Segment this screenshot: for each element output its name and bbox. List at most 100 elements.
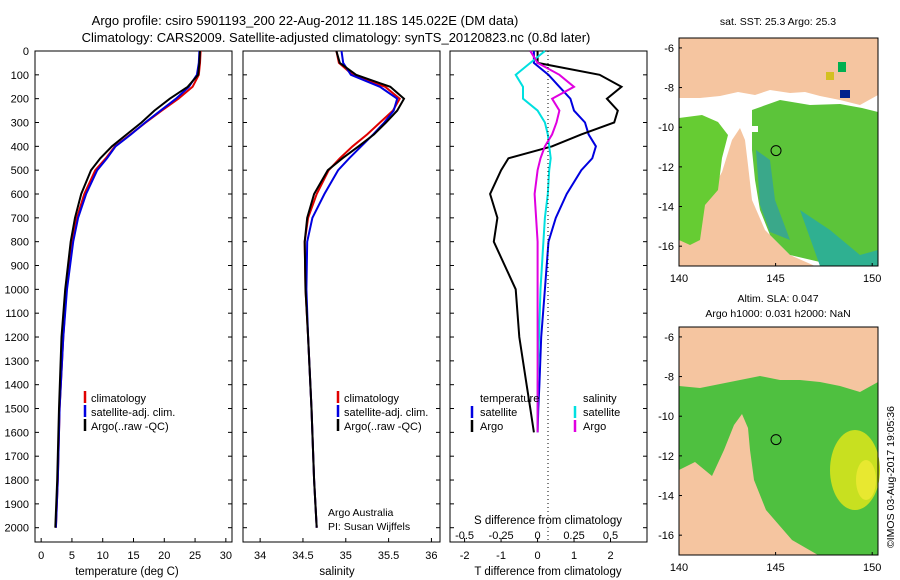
pressure-tick-label: 1700 bbox=[5, 451, 29, 463]
s-tick-label: -0.5 bbox=[455, 530, 474, 542]
x-tick-label: 35 bbox=[340, 550, 352, 562]
lon-tick-label: 145 bbox=[766, 273, 784, 285]
s-tick-label: -0.25 bbox=[489, 530, 514, 542]
lat-tick-label: -12 bbox=[658, 451, 674, 463]
pressure-tick-label: 800 bbox=[11, 237, 29, 249]
lon-tick-label: 140 bbox=[670, 273, 688, 285]
x-tick-label: 35.5 bbox=[378, 550, 399, 562]
lat-tick-label: -10 bbox=[658, 411, 674, 423]
panel-tick-marks bbox=[35, 50, 647, 529]
lat-tick-label: -10 bbox=[658, 122, 674, 134]
sst-land-australia bbox=[679, 128, 815, 266]
series-line-climatology bbox=[54, 50, 202, 528]
pressure-tick-label: 200 bbox=[11, 94, 29, 106]
pressure-tick-label: 1400 bbox=[5, 380, 29, 392]
legend-label-t-satellite: satellite bbox=[480, 407, 517, 419]
salinity-tick-labels: 34 34.5 35 35.5 36 bbox=[254, 538, 438, 562]
x-tick-label: 5 bbox=[69, 550, 75, 562]
pi-label: PI: Susan Wijffels bbox=[328, 521, 410, 533]
x-tick-label: 20 bbox=[158, 550, 170, 562]
argo-position-marker bbox=[770, 145, 782, 157]
sst-map-lon-ticks: 140 145 150 bbox=[670, 263, 881, 285]
sst-map bbox=[678, 37, 879, 267]
lat-tick-label: -16 bbox=[658, 241, 674, 253]
series-line-temperature-argo bbox=[489, 51, 624, 433]
pressure-tick-label: 1900 bbox=[5, 499, 29, 511]
x-tick-label: -1 bbox=[496, 550, 506, 562]
x-tick-label: 1 bbox=[571, 550, 577, 562]
x-tick-label: 15 bbox=[127, 550, 139, 562]
s-difference-axis-label: S difference from climatology bbox=[474, 515, 622, 527]
legend-label-salinity: salinity bbox=[583, 393, 617, 405]
pressure-tick-label: 0 bbox=[23, 46, 29, 58]
pressure-tick-label: 900 bbox=[11, 261, 29, 273]
sst-pixel-yellow bbox=[826, 72, 834, 80]
sla-map-frame bbox=[678, 326, 879, 556]
s-tick-label: 0.25 bbox=[563, 530, 584, 542]
sla-map-lon-ticks: 140 145 150 bbox=[670, 552, 881, 574]
pressure-tick-label: 600 bbox=[11, 189, 29, 201]
temperature-tick-labels: 0 5 10 15 20 25 30 bbox=[38, 538, 232, 562]
x-tick-label: 0 bbox=[38, 550, 44, 562]
pressure-tick-label: 1800 bbox=[5, 475, 29, 487]
lat-tick-label: -16 bbox=[658, 530, 674, 542]
map-sst-title: sat. SST: 25.3 Argo: 25.3 bbox=[720, 16, 836, 28]
sla-land-new-guinea bbox=[679, 327, 878, 392]
legend-label-argo: Argo(..raw -QC) bbox=[344, 421, 422, 433]
lat-tick-label: -14 bbox=[658, 491, 674, 503]
s-difference-tick-labels: -0.5 -0.25 0 0.25 0.5 bbox=[455, 530, 618, 542]
series-line-satellite-adj-clim bbox=[54, 50, 201, 528]
sla-map bbox=[678, 326, 880, 556]
difference-panel-frame bbox=[449, 50, 648, 543]
x-tick-label: 36 bbox=[425, 550, 437, 562]
sst-ocean-west bbox=[679, 115, 728, 245]
x-tick-label: -2 bbox=[460, 550, 470, 562]
lon-tick-label: 145 bbox=[766, 562, 784, 574]
pressure-tick-label: 100 bbox=[11, 70, 29, 82]
pressure-tick-label: 2000 bbox=[5, 523, 29, 535]
x-tick-label: 2 bbox=[607, 550, 613, 562]
sla-map-lat-ticks: -6 -8 -10 -12 -14 -16 bbox=[658, 332, 682, 542]
legend-label-satellite: satellite-adj. clim. bbox=[91, 407, 175, 419]
x-tick-label: 0 bbox=[534, 550, 540, 562]
x-tick-label: 10 bbox=[97, 550, 109, 562]
pressure-tick-label: 400 bbox=[11, 141, 29, 153]
difference-legend: temperature satellite Argo salinity sate… bbox=[470, 393, 620, 433]
sst-map-lat-ticks: -6 -8 -10 -12 -14 -16 bbox=[658, 43, 682, 253]
sst-map-frame bbox=[678, 37, 879, 267]
lat-tick-label: -8 bbox=[664, 372, 674, 384]
sst-cloud-gap bbox=[752, 126, 758, 132]
pressure-axis: 0 100 200 300 400 500 600 700 800 900 1000 1100 1200… bbox=[5, 46, 29, 535]
map-sla-subtitle: Argo h1000: 0.031 h2000: NaN bbox=[705, 308, 850, 320]
pressure-tick-label: 1600 bbox=[5, 427, 29, 439]
legend-label-argo: Argo(..raw -QC) bbox=[91, 421, 169, 433]
salinity-legend: climatology satellite-adj. clim. Argo(..… bbox=[328, 391, 428, 533]
legend-label-climatology: climatology bbox=[91, 393, 147, 405]
institution-label: Argo Australia bbox=[328, 507, 394, 519]
lon-tick-label: 150 bbox=[863, 562, 881, 574]
x-tick-label: 25 bbox=[189, 550, 201, 562]
legend-label-temperature: temperature bbox=[480, 393, 539, 405]
sst-pixel-green bbox=[838, 62, 846, 72]
salinity-series bbox=[303, 50, 406, 528]
lon-tick-label: 140 bbox=[670, 562, 688, 574]
sla-peak-anomaly bbox=[856, 460, 876, 500]
lat-tick-label: -12 bbox=[658, 162, 674, 174]
series-line-argo-raw-qc bbox=[54, 50, 201, 528]
pressure-tick-label: 1300 bbox=[5, 356, 29, 368]
sst-pixel-blue bbox=[840, 90, 850, 98]
lat-tick-label: -8 bbox=[664, 83, 674, 95]
t-difference-axis-label: T difference from climatology bbox=[474, 566, 621, 578]
difference-series bbox=[489, 50, 624, 433]
lon-tick-label: 150 bbox=[863, 273, 881, 285]
lat-tick-label: -14 bbox=[658, 202, 674, 214]
figure-title-line1: Argo profile: csiro 5901193_200 22-Aug-2… bbox=[92, 13, 519, 28]
pressure-tick-label: 1100 bbox=[5, 308, 29, 320]
series-line-salinity-argo bbox=[529, 50, 576, 433]
sla-land-australia bbox=[679, 414, 818, 555]
x-tick-label: 30 bbox=[220, 550, 232, 562]
pressure-tick-label: 700 bbox=[11, 213, 29, 225]
figure-title-line2: Climatology: CARS2009. Satellite-adjuste… bbox=[82, 30, 591, 45]
temperature-axis-label: temperature (deg C) bbox=[75, 566, 179, 578]
legend-label-s-argo: Argo bbox=[583, 421, 606, 433]
